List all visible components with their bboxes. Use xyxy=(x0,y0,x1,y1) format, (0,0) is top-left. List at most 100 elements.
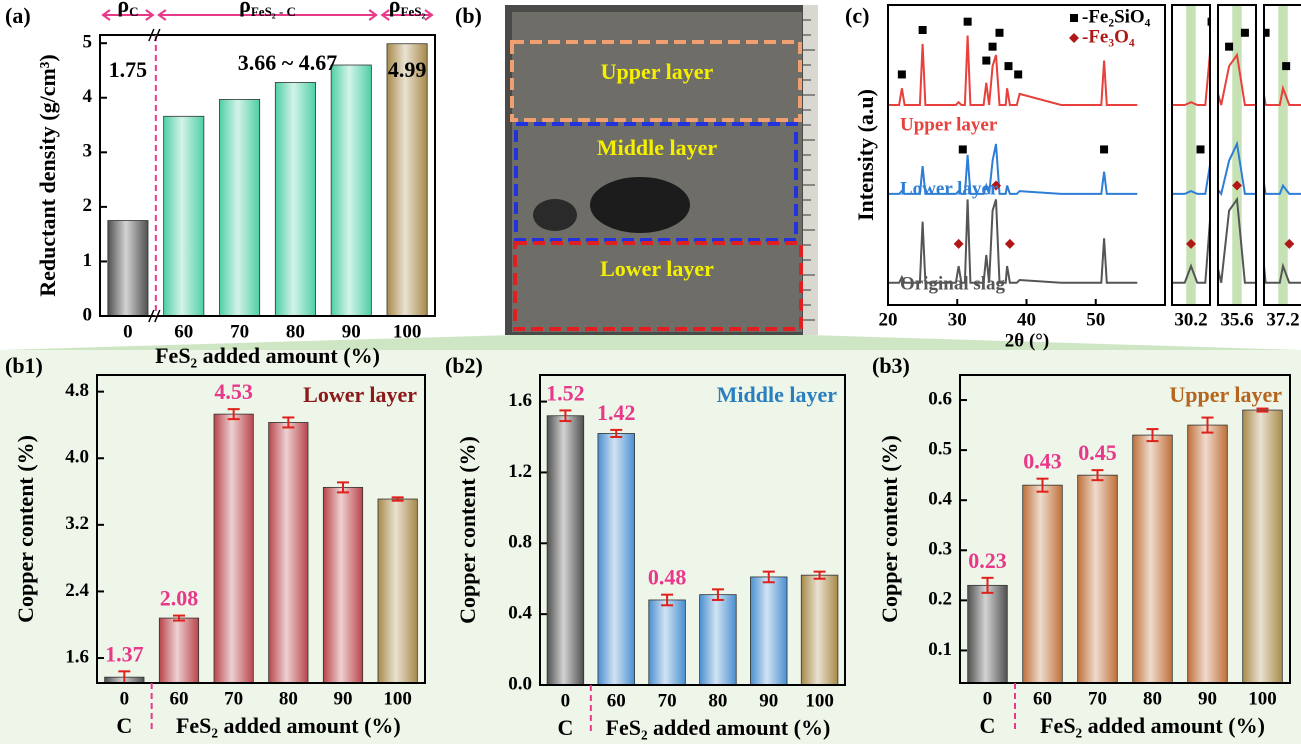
bar xyxy=(1023,485,1063,683)
bar xyxy=(968,585,1008,683)
panel-label: (b3) xyxy=(872,353,910,378)
plot-frame xyxy=(888,5,1165,305)
phase-marker xyxy=(1262,29,1270,37)
xrd-line xyxy=(1011,36,1301,105)
phase-marker xyxy=(959,145,967,153)
series-label: Original slag xyxy=(900,273,1006,294)
phase-marker xyxy=(1147,239,1157,249)
zoom-highlight xyxy=(1186,5,1196,305)
photo-dark-spot xyxy=(590,177,690,233)
photo-layer-label: Middle layer xyxy=(597,135,718,160)
y-tick-label: 2 xyxy=(83,195,93,216)
bar xyxy=(750,577,787,685)
phase-marker xyxy=(1265,43,1273,51)
plot-area xyxy=(990,5,1301,305)
x-tick-label: 90 xyxy=(342,321,361,342)
y-tick-label: 1.6 xyxy=(65,646,89,667)
value-label: 0.23 xyxy=(968,548,1007,573)
carbon-label: C xyxy=(557,715,573,740)
panel-label: (b) xyxy=(455,3,482,28)
density-label: ρC xyxy=(117,0,138,19)
y-tick-label: 2.4 xyxy=(65,580,89,601)
plot-area xyxy=(1011,5,1301,305)
panel-label: (b1) xyxy=(5,353,43,378)
x-tick-label: 70 xyxy=(658,690,677,711)
y-tick-label: 0.5 xyxy=(928,438,952,459)
x-tick-label: 90 xyxy=(759,690,778,711)
x-axis-label: FeS₂ added amount (%) xyxy=(155,343,380,368)
x-tick-label: 60 xyxy=(174,321,193,342)
x-tick-label: 80 xyxy=(708,690,727,711)
density-label: ρFeS₂ xyxy=(389,0,426,19)
phase-marker xyxy=(1004,62,1012,70)
y-axis-label: Intensity (a.u) xyxy=(853,89,878,221)
bar xyxy=(378,499,417,683)
value-label: 1.42 xyxy=(597,400,636,425)
bar xyxy=(159,618,198,683)
y-axis-label: Reductant density (g/cm³) xyxy=(35,54,60,296)
value-label: 0.43 xyxy=(1023,449,1062,474)
bar xyxy=(1243,410,1283,683)
phase-marker xyxy=(1178,145,1186,153)
value-label: 1.52 xyxy=(546,380,585,405)
x-axis-label: FeS₂ added amount (%) xyxy=(176,713,401,738)
legend-label: -Fe₂SiO₄ xyxy=(1082,6,1151,27)
y-tick-label: 1 xyxy=(83,250,93,271)
bar xyxy=(108,221,148,316)
bar xyxy=(598,433,635,685)
value-label: 1.75 xyxy=(109,57,148,82)
xrd-line xyxy=(1011,144,1301,194)
y-tick-label: 0 xyxy=(83,304,93,325)
bar xyxy=(1078,475,1118,683)
x-tick-label: 80 xyxy=(286,321,305,342)
zoom-highlight xyxy=(1232,5,1242,305)
x-axis-label: 2θ (°) xyxy=(1005,330,1049,351)
plot-frame xyxy=(100,35,435,316)
x-tick-label: 60 xyxy=(607,690,626,711)
phase-marker xyxy=(1157,145,1165,153)
x-tick-label: 30 xyxy=(948,309,967,330)
x-tick-label: 70 xyxy=(224,688,243,709)
carbon-label: C xyxy=(980,713,996,738)
density-subscript: C xyxy=(129,4,138,19)
phase-marker xyxy=(1241,29,1249,37)
x-tick-label: 60 xyxy=(1033,688,1052,709)
y-axis-label: Copper content (%) xyxy=(877,435,902,623)
density-subscript: FeS₂ - C xyxy=(251,4,296,19)
phase-marker xyxy=(1264,239,1274,249)
phase-marker xyxy=(1197,145,1205,153)
x-tick-label: 80 xyxy=(1143,688,1162,709)
x-tick-label: 0 xyxy=(120,688,130,709)
bar xyxy=(214,414,253,683)
phase-marker xyxy=(1208,18,1216,26)
y-axis-label: Copper content (%) xyxy=(13,435,38,623)
bar xyxy=(269,422,308,683)
photo-dark-spot xyxy=(533,199,577,231)
bar xyxy=(219,99,259,316)
y-tick-label: 0.3 xyxy=(928,539,952,560)
density-symbol: ρ xyxy=(117,0,129,17)
y-tick-label: 4.8 xyxy=(65,380,89,401)
x-tick-label: 20 xyxy=(879,309,898,330)
phase-marker xyxy=(995,29,1003,37)
y-tick-label: 1.2 xyxy=(508,461,532,482)
density-subscript: FeS₂ xyxy=(401,4,426,19)
photo: Upper layer Middle layer Lower layer (b) xyxy=(455,3,818,335)
zoom-label: 37.2 xyxy=(1266,309,1299,330)
x-tick-label: 40 xyxy=(1017,309,1036,330)
x-tick-label: 60 xyxy=(170,688,189,709)
x-tick-label: 100 xyxy=(805,690,834,711)
xrd-line xyxy=(990,36,1301,105)
x-tick-label: 80 xyxy=(279,688,298,709)
value-label: 0.48 xyxy=(648,565,687,590)
x-tick-label: 0 xyxy=(983,688,993,709)
y-tick-label: 0.0 xyxy=(508,673,532,694)
xrd-line xyxy=(990,144,1301,194)
y-tick-label: 3 xyxy=(83,141,93,162)
x-axis-label: FeS₂ added amount (%) xyxy=(1040,713,1265,738)
layer-label: Lower layer xyxy=(303,382,417,407)
y-tick-label: 0.4 xyxy=(928,489,952,510)
xrd-line xyxy=(1011,199,1301,282)
legend-marker xyxy=(1069,33,1079,43)
xrd-line xyxy=(990,199,1301,282)
